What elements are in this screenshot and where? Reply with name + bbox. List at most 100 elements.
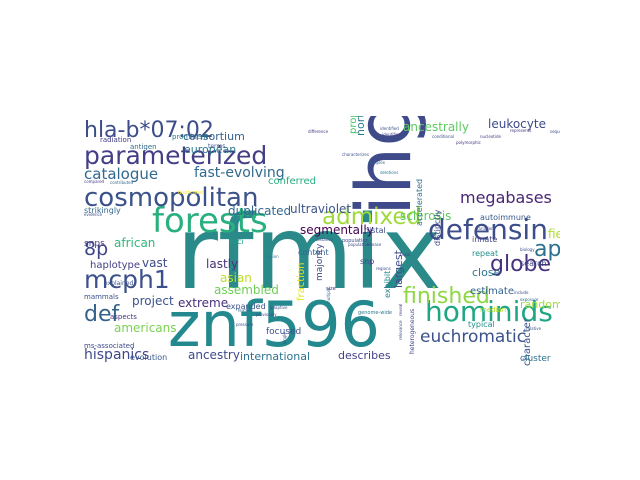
word-adaptive: adaptive <box>270 305 288 310</box>
word-aspects: aspects <box>110 313 137 321</box>
word-majority: majority <box>315 243 325 281</box>
word-lastly: lastly <box>206 257 238 271</box>
word-focused: focused <box>266 327 301 337</box>
word-biology: biology <box>520 247 535 252</box>
word-apes: apes <box>534 237 560 262</box>
word-african: african <box>114 236 155 250</box>
word-snps: snps <box>84 239 105 249</box>
word-european: european <box>184 143 236 156</box>
word-populations: populations <box>348 242 371 247</box>
word-ihgsc: ihgsc <box>339 116 428 216</box>
word-znf596: znf596 <box>168 288 380 361</box>
word-extreme: extreme <box>178 296 228 310</box>
word-duplicated: duplicated <box>178 190 204 196</box>
word-evidence: evidence <box>84 212 103 217</box>
word-largest: largest <box>392 249 405 288</box>
word-relative: relative <box>526 326 542 331</box>
word-northern: northern <box>354 116 367 136</box>
word-single: single <box>282 332 287 344</box>
word-estimate: estimate <box>470 286 514 297</box>
word-cloud: rfmix ihgsc znf596 forests cosmopolitan param… <box>80 116 560 366</box>
word-ancestry: ancestry <box>188 348 240 362</box>
word-ancestrally: ancestrally <box>403 120 469 134</box>
word-hispanics: hispanics <box>84 347 149 363</box>
word-fast-evolving: fast-evolving <box>194 165 285 181</box>
word-relevance: relevance <box>398 320 403 340</box>
word-international: international <box>240 350 310 363</box>
word-conditional: conditional <box>432 134 454 139</box>
word-describes: describes <box>338 349 391 362</box>
word-prominent: prominent <box>172 133 208 141</box>
word-represents: represents <box>510 128 531 133</box>
word-population: population <box>342 238 369 244</box>
word-explained: explained <box>104 280 133 287</box>
word-duplicated: duplicated <box>228 204 291 218</box>
word-mammals: mammals <box>84 293 119 301</box>
word-conferred: conferred <box>268 176 316 187</box>
word-compared: compared <box>84 179 105 184</box>
word-megabases: megabases <box>460 188 552 207</box>
word-8p: 8p <box>84 238 108 260</box>
word-antigen: antigen <box>130 143 157 151</box>
word-regions: regions <box>376 266 391 271</box>
word-mcph1: mcph1 <box>84 265 170 294</box>
word-identified: identified <box>380 126 399 131</box>
word-identifies: identifies <box>382 132 400 137</box>
word-expanded: expanded <box>226 302 266 311</box>
word-terms: terms <box>208 143 225 150</box>
word-size: size <box>326 286 336 292</box>
word-repeat: repeat <box>472 249 498 258</box>
word-admixed: admixed <box>322 204 421 230</box>
word-def: def <box>84 302 121 327</box>
word-search: search <box>520 259 547 268</box>
word-innate: innate <box>472 235 497 244</box>
word-cosmopolitan: cosmopolitan <box>84 183 258 213</box>
word-autoimmune: autoimmune <box>480 213 531 222</box>
word-genome-wide: genome-wide <box>358 310 392 316</box>
word-distinctly: distinctly <box>433 209 442 246</box>
word-globe: globe <box>490 252 551 277</box>
word-exposure: exposure <box>520 297 539 302</box>
word-brain: brain <box>400 252 411 257</box>
word-variation: variation <box>476 226 494 231</box>
word-characterizes: characterizes <box>342 152 369 157</box>
word-contributed: contributed <box>110 180 134 185</box>
word-nucleotide: nucleotide <box>480 134 502 139</box>
word-median: median <box>480 306 506 314</box>
word-distal: distal <box>364 226 386 235</box>
word-assembled: assembled <box>214 283 279 297</box>
word-local: local <box>382 155 391 160</box>
word-complex: complex <box>368 160 386 165</box>
word-random: random <box>520 298 560 311</box>
word-distance: distance <box>316 237 333 242</box>
word-radiation: radiation <box>100 136 131 144</box>
word-include: include <box>514 290 529 295</box>
word-segmentally: segmentally <box>300 223 374 237</box>
word-catalogue: catalogue <box>84 165 158 183</box>
word-sequences: sequences <box>550 129 560 134</box>
word-vast: vast <box>142 256 168 270</box>
word-defensin: defensin <box>428 213 548 246</box>
word-fraction: fraction <box>296 263 307 301</box>
word-character: character <box>522 317 533 366</box>
word-leukocyte: leukocyte <box>488 117 546 131</box>
word-ms-associated: ms-associated <box>84 342 134 350</box>
word-multiple: multiple <box>326 287 331 304</box>
word-rfmix: rfmix <box>176 194 442 313</box>
word-deletions: deletions <box>380 170 398 175</box>
word-difference: difference <box>308 129 329 134</box>
word-disease: disease <box>366 242 382 247</box>
word-consortium: consortium <box>183 130 245 143</box>
word-forests: forests <box>152 201 268 241</box>
word-sclerosis: sclerosis <box>400 209 451 223</box>
word-project: project <box>132 294 174 308</box>
word-feature: feature <box>238 308 253 313</box>
word-americans: americans <box>114 321 177 335</box>
word-field: field <box>548 227 560 241</box>
word-haplotype: haplotype <box>90 260 140 271</box>
word-typical: typical <box>468 320 495 329</box>
word-hominids: hominids <box>425 295 553 328</box>
word-proportion: proportion <box>348 116 359 134</box>
word-hla-b-07-02: hla-b*07:02 <box>84 118 214 143</box>
